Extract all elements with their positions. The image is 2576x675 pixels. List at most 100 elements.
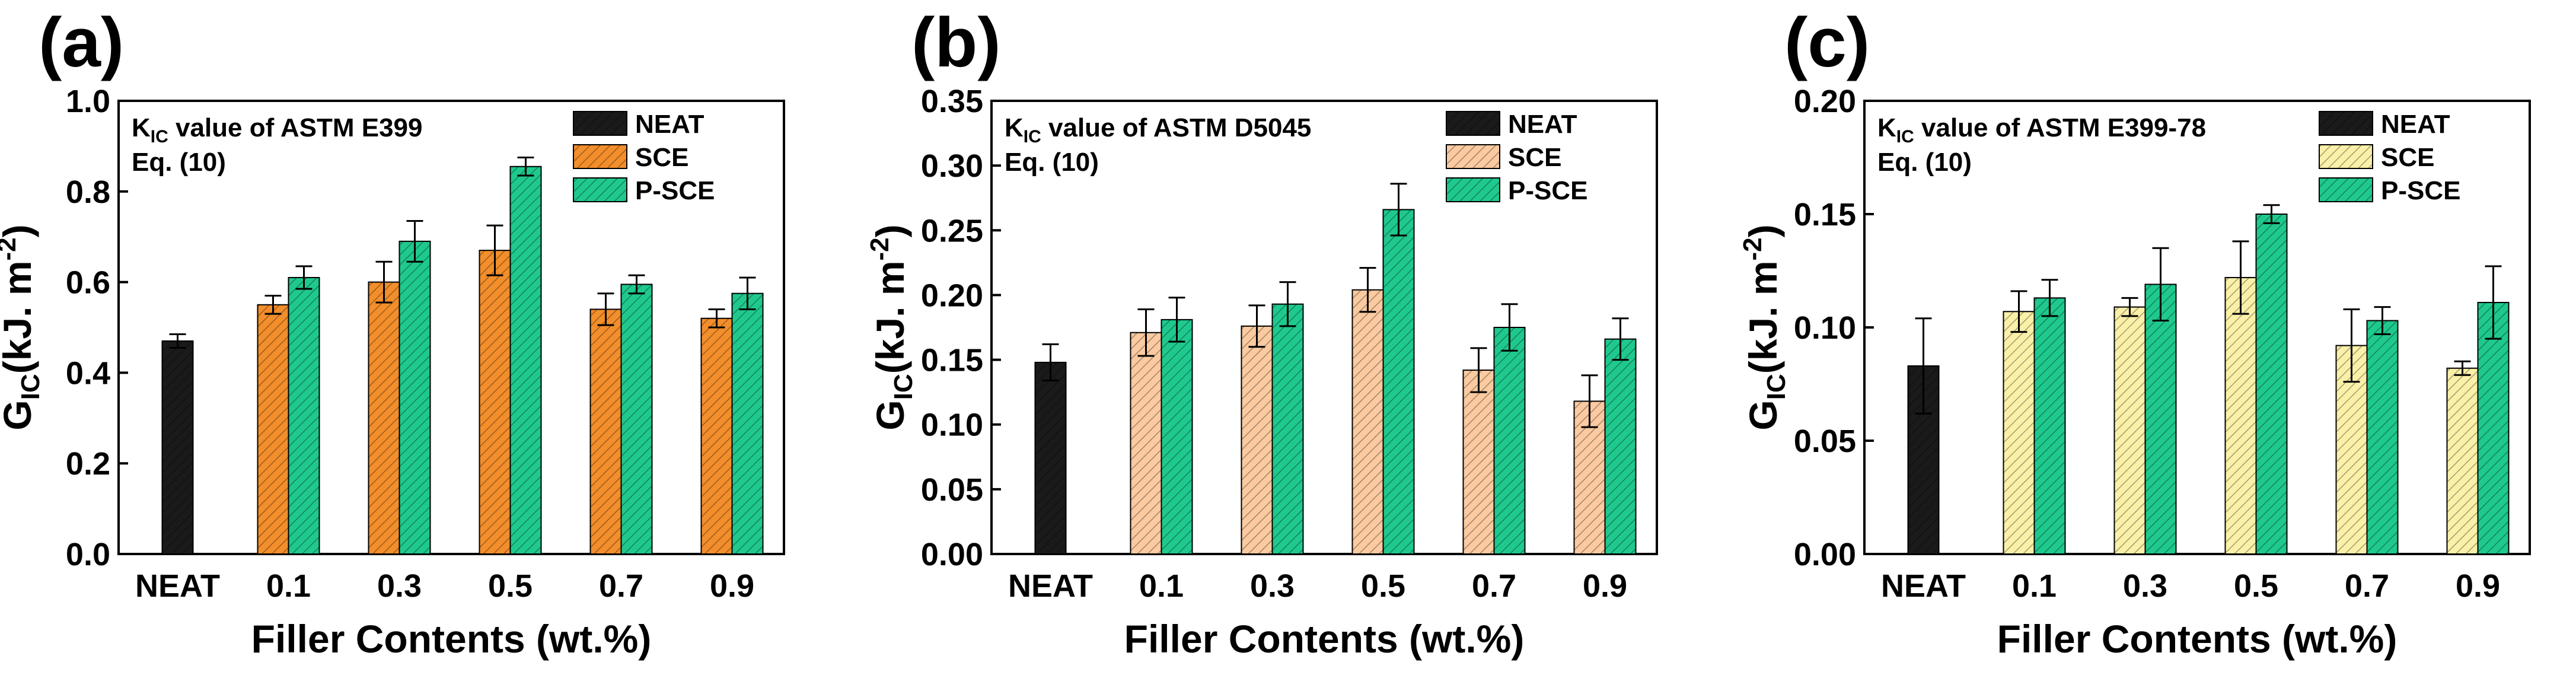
y-tick-label: 0.00: [1794, 537, 1856, 572]
legend-swatch-sce: [573, 144, 627, 169]
legend-label: SCE: [1508, 143, 1561, 172]
error-bar: [1359, 267, 1376, 313]
chart-panel-b: (b) 0.00 0.05 0.10 0.15 0.20 0.25 0.30 0.35 NEAT 0…: [865, 4, 1658, 661]
y-tick-label: 0.05: [1794, 424, 1856, 459]
y-tick-label: 0.2: [66, 446, 110, 482]
bar-p-sce-0.1: [288, 276, 320, 555]
error-bar: [2152, 247, 2169, 322]
legend-swatch-neat: [1446, 111, 1500, 136]
error-bar: [1470, 347, 1487, 393]
legend-swatch-sce: [2319, 144, 2373, 169]
bar-p-sce-0.3: [2144, 284, 2177, 555]
x-tick-label: 0.9: [1583, 568, 1627, 604]
bar-sce-0.1: [2003, 311, 2035, 555]
error-bar: [1168, 297, 1185, 343]
legend-swatch-sce: [1446, 144, 1500, 169]
bar-sce-0.5: [2224, 276, 2257, 555]
annotation-line1: KIC value of ASTM E399: [132, 113, 423, 147]
bar-sce-0.7: [589, 308, 622, 555]
y-tick-label: 0.10: [1794, 310, 1856, 346]
error-bar: [375, 260, 393, 304]
error-bar: [1501, 303, 1518, 352]
y-tick-label: 0.10: [921, 407, 983, 443]
error-bar: [628, 274, 645, 295]
y-tick-label: 0.20: [1794, 84, 1856, 119]
bar-p-sce-0.5: [509, 165, 542, 555]
legend-swatch-p-sce: [2319, 177, 2373, 202]
x-tick-label: 0.5: [1361, 568, 1405, 604]
error-bar: [1581, 374, 1598, 428]
annotation-line2: Eq. (10): [1005, 148, 1099, 177]
y-tick-label: 0.05: [921, 472, 983, 508]
bar-p-sce-0.3: [398, 240, 431, 555]
error-bar: [2121, 297, 2138, 317]
error-bar: [1248, 304, 1265, 348]
x-axis-label: Filler Contents (wt.%): [1997, 617, 2398, 661]
bar-sce-0.1: [257, 304, 289, 555]
x-tick-label: 0.1: [2012, 568, 2057, 604]
error-bar: [169, 333, 186, 349]
bar-p-sce-0.1: [1161, 319, 1193, 555]
x-tick-label: 0.7: [2345, 568, 2389, 604]
bar-neat-NEAT: [1034, 361, 1067, 555]
x-tick-label: 0.9: [710, 568, 754, 604]
legend-swatch-p-sce: [573, 177, 627, 202]
y-axis-label: GIC(kJ. m-2): [865, 224, 918, 430]
error-bar: [2454, 360, 2471, 376]
x-tick-label: 0.9: [2456, 568, 2500, 604]
x-tick-label: 0.3: [377, 568, 422, 604]
plot-frame: [990, 100, 1658, 555]
bar-p-sce-0.9: [731, 292, 764, 555]
legend-label: P-SCE: [2381, 176, 2460, 205]
y-axis-label: GIC(kJ. m-2): [0, 224, 45, 430]
annotation-line2: Eq. (10): [132, 148, 226, 177]
x-tick-label: 0.7: [1472, 568, 1516, 604]
bar-p-sce-0.7: [2366, 320, 2399, 555]
bar-p-sce-0.7: [1493, 327, 1526, 555]
bar-sce-0.3: [368, 281, 400, 555]
y-tick-label: 0.20: [921, 278, 983, 313]
annotation-line1: KIC value of ASTM E399-78: [1877, 113, 2206, 147]
error-bar: [2485, 265, 2502, 340]
legend-label: SCE: [2381, 143, 2434, 172]
y-tick-label: 0.8: [66, 174, 110, 210]
error-bar: [1137, 308, 1155, 357]
x-tick-label: 0.1: [266, 568, 311, 604]
error-bar: [2343, 308, 2360, 383]
y-tick-label: 0.15: [921, 343, 983, 378]
x-tick-label: 0.3: [2123, 568, 2167, 604]
error-bar: [1279, 281, 1296, 327]
bar-p-sce-0.3: [1271, 303, 1304, 555]
legend-label: SCE: [635, 143, 688, 172]
legend-swatch-neat: [573, 111, 627, 136]
y-tick-label: 1.0: [66, 84, 110, 119]
legend-label: NEAT: [635, 110, 704, 139]
error-bar: [406, 219, 423, 263]
error-bar: [517, 157, 534, 177]
bar-sce-0.3: [2113, 306, 2146, 555]
bar-p-sce-0.9: [1604, 338, 1637, 555]
error-bar: [1612, 317, 1629, 361]
panel-label: (b): [911, 4, 1001, 82]
bar-neat-NEAT: [161, 340, 194, 555]
bar-sce-0.9: [2446, 367, 2479, 555]
bar-p-sce-0.5: [2255, 214, 2288, 555]
bar-sce-0.5: [479, 250, 511, 555]
y-tick-label: 0.4: [66, 355, 110, 391]
error-bar: [486, 224, 503, 276]
legend-swatch-p-sce: [1446, 177, 1500, 202]
x-tick-label: NEAT: [135, 568, 220, 604]
y-tick-label: 0.30: [921, 148, 983, 184]
error-bar: [2232, 240, 2249, 315]
error-bar: [739, 276, 756, 310]
legend-swatch-neat: [2319, 111, 2373, 136]
x-tick-label: NEAT: [1881, 568, 1966, 604]
legend-label: P-SCE: [635, 176, 715, 205]
annotation-line2: Eq. (10): [1877, 148, 1972, 177]
chart-panel-a: (a) 0.0 0.2 0.4 0.6 0.8 1.0 NEAT 0.1 0.3 0.5 0.7 0.9…: [0, 4, 785, 661]
x-axis-label: Filler Contents (wt.%): [1124, 617, 1525, 661]
legend-label: NEAT: [2381, 110, 2450, 139]
bar-sce-0.1: [1130, 332, 1162, 555]
panel-label: (a): [39, 4, 124, 82]
